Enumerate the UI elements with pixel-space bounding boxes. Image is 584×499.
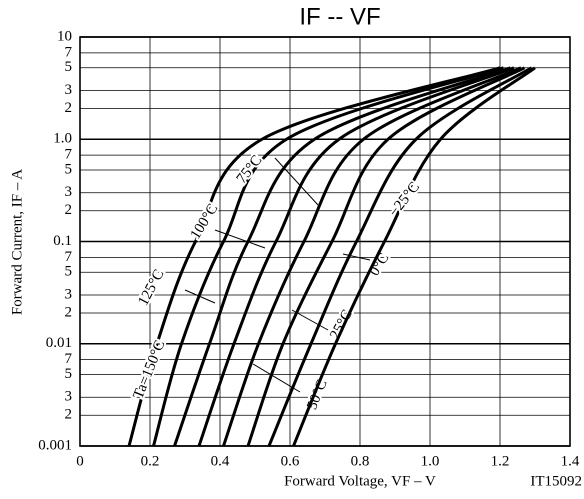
series-label: Ta=150°C [130,338,168,401]
series-label: 0°C [367,250,393,278]
x-tick-label: 0.8 [351,453,370,469]
y-tick-label: 2 [65,202,73,218]
y-tick-label: 3 [65,184,73,200]
y-tick-label: 7 [65,249,73,265]
y-tick-label: 0.001 [38,437,72,453]
plot-frame [79,36,571,447]
annotation: IT15092 [530,473,582,489]
y-tick-label: 5 [65,264,73,280]
x-tick-label: 0 [76,453,84,469]
x-tick-label: 0.2 [141,453,160,469]
x-axis-label: Forward Voltage, VF – V [284,473,436,489]
x-tick-label: 1.2 [491,453,510,469]
arrow [214,229,266,249]
curve [127,66,501,447]
y-tick-label: 5 [65,161,73,177]
x-tick-label: 0.4 [211,453,230,469]
x-tick-label: 1.4 [561,453,580,469]
y-tick-label: 5 [65,366,73,382]
curve [152,66,504,447]
y-axis-label: Forward Current, IF – A [9,169,25,315]
y-tick-label: 3 [65,389,73,405]
y-tick-label: 7 [65,44,73,60]
y-tick-label: 0.01 [46,335,72,351]
y-tick-label: 5 [65,59,73,75]
y-tick-label: 10 [57,28,72,44]
curve [222,66,522,447]
x-tick-label: 1.0 [421,453,440,469]
y-tick-label: 3 [65,82,73,98]
y-tick-label: 7 [65,351,73,367]
y-tick-label: 2 [65,100,73,116]
series-label: 125°C [135,267,167,309]
chart-title: IF -- VF [299,3,380,30]
y-tick-label: 2 [65,407,73,423]
curve [292,66,536,447]
curve [267,66,533,447]
x-tick-label: 0.6 [281,453,300,469]
series-label: 100°C [188,201,222,242]
y-tick-label: 2 [65,304,73,320]
arrow [274,157,319,206]
y-tick-label: 1.0 [53,131,72,147]
series-label: −25°C [386,179,423,220]
series-label: 25°C [327,307,356,342]
y-tick-label: 0.1 [53,233,72,249]
curve [197,66,515,447]
curve [246,66,526,447]
y-tick-label: 7 [65,147,73,163]
curve [173,66,512,447]
y-tick-label: 3 [65,286,73,302]
